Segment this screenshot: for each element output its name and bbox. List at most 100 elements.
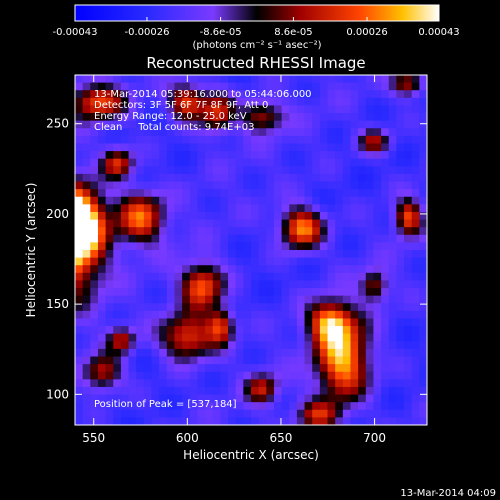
heatmap-cell: [166, 219, 175, 228]
heatmap-cell: [266, 288, 275, 297]
heatmap-cell: [205, 181, 214, 190]
heatmap-cell: [388, 295, 397, 304]
heatmap-cell: [82, 204, 91, 213]
heatmap-cell: [82, 219, 91, 228]
heatmap-cell: [166, 97, 175, 106]
heatmap-cell: [182, 348, 191, 357]
heatmap-cell: [388, 333, 397, 342]
heatmap-cell: [243, 303, 252, 312]
heatmap-cell: [273, 364, 283, 373]
heatmap-cell: [166, 364, 175, 373]
heatmap-cell: [396, 333, 405, 342]
heatmap-cell: [388, 173, 397, 182]
heatmap-cell: [143, 417, 152, 426]
heatmap-cell: [273, 288, 283, 297]
heatmap-cell: [266, 166, 275, 175]
heatmap-cell: [304, 364, 313, 373]
heatmap-cell: [243, 211, 252, 220]
heatmap-cell: [128, 135, 137, 144]
heatmap-cell: [136, 303, 145, 312]
heatmap-cell: [258, 196, 267, 205]
heatmap-cell: [365, 181, 374, 190]
annotation-energy-range: Energy Range: 12.0 - 25.0 keV: [94, 111, 247, 122]
heatmap-cell: [113, 272, 122, 281]
heatmap-cell: [335, 242, 344, 251]
heatmap-cell: [258, 310, 267, 319]
heatmap-cell: [174, 189, 183, 198]
heatmap-cell: [411, 371, 420, 380]
heatmap-cell: [381, 158, 390, 167]
heatmap-cell: [312, 151, 321, 160]
heatmap-cell: [411, 250, 420, 259]
heatmap-cell: [381, 219, 390, 228]
heatmap-cell: [335, 356, 344, 365]
heatmap-cell: [304, 128, 313, 137]
heatmap-cell: [166, 128, 175, 137]
heatmap-cell: [281, 333, 290, 342]
heatmap-cell: [90, 333, 99, 342]
heatmap-cell: [212, 272, 221, 281]
heatmap-cell: [419, 234, 428, 243]
heatmap-cell: [90, 341, 99, 350]
heatmap-cell: [358, 173, 367, 182]
heatmap-cell: [166, 272, 175, 281]
heatmap-cell: [296, 234, 305, 243]
heatmap-cell: [136, 227, 145, 236]
heatmap-cell: [235, 394, 244, 403]
heatmap-cell: [289, 402, 298, 411]
heatmap-cell: [266, 211, 275, 220]
heatmap-cell: [404, 348, 413, 357]
heatmap-cell: [312, 219, 321, 228]
heatmap-cell: [342, 242, 351, 251]
heatmap-cell: [251, 295, 260, 304]
heatmap-cell: [166, 90, 175, 99]
heatmap-cell: [281, 234, 290, 243]
heatmap-cell: [350, 219, 359, 228]
heatmap-cell: [404, 326, 413, 335]
heatmap-cell: [350, 257, 359, 266]
heatmap-cell: [396, 272, 405, 281]
heatmap-cell: [358, 166, 367, 175]
heatmap-cell: [82, 227, 91, 236]
heatmap-cell: [304, 295, 313, 304]
heatmap-cell: [90, 75, 99, 84]
heatmap-cell: [281, 303, 290, 312]
heatmap-cell: [319, 75, 328, 84]
heatmap-cell: [128, 303, 137, 312]
heatmap-cell: [381, 135, 390, 144]
heatmap-cell: [258, 386, 267, 395]
heatmap-cell: [75, 371, 84, 380]
heatmap-cell: [419, 265, 428, 274]
heatmap-cell: [358, 356, 367, 365]
heatmap-cell: [189, 265, 198, 274]
heatmap-cell: [97, 151, 107, 160]
heatmap-cell: [235, 75, 244, 84]
heatmap-cell: [166, 234, 175, 243]
heatmap-cell: [281, 295, 290, 304]
heatmap-cell: [373, 379, 382, 388]
heatmap-cell: [350, 196, 359, 205]
heatmap-cell: [419, 379, 428, 388]
heatmap-cell: [381, 143, 390, 152]
heatmap-cell: [228, 333, 237, 342]
heatmap-cell: [373, 204, 382, 213]
heatmap-cell: [342, 394, 351, 403]
heatmap-cell: [90, 295, 99, 304]
heatmap-cell: [335, 151, 344, 160]
heatmap-cell: [419, 158, 428, 167]
heatmap-cell: [174, 295, 183, 304]
heatmap-cell: [266, 75, 275, 84]
heatmap-cell: [419, 333, 428, 342]
heatmap-cell: [228, 394, 237, 403]
heatmap-cell: [197, 75, 206, 84]
heatmap-cell: [189, 113, 198, 122]
heatmap-cell: [166, 341, 175, 350]
heatmap-cell: [319, 196, 328, 205]
heatmap-cell: [82, 234, 91, 243]
heatmap-cell: [419, 409, 428, 418]
heatmap-cell: [365, 348, 374, 357]
heatmap-cell: [281, 128, 290, 137]
heatmap-cell: [235, 181, 244, 190]
heatmap-cell: [342, 227, 351, 236]
heatmap-cell: [82, 310, 91, 319]
